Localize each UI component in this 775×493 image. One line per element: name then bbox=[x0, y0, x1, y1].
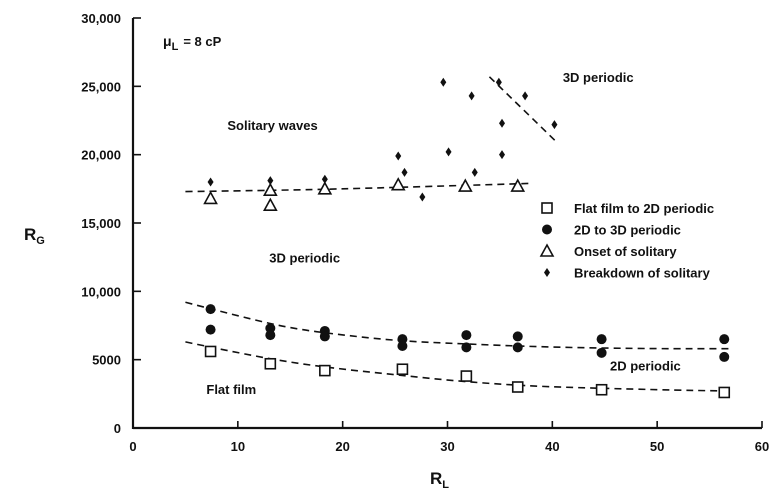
data-point-breakdown-solitary bbox=[395, 151, 402, 161]
data-point-onset-solitary bbox=[390, 177, 406, 191]
y-ticks: 0 5000 10,000 15,000 20,000 25,000 30,000 bbox=[81, 11, 141, 436]
data-point-flat-to-2d bbox=[396, 363, 409, 376]
data-point-flat-to-2d bbox=[319, 364, 331, 377]
data-point-2d-to-3d bbox=[512, 331, 523, 342]
data-point-2d-to-3d bbox=[512, 342, 523, 353]
y-tick-label: 15,000 bbox=[81, 216, 121, 231]
data-point-onset-solitary bbox=[510, 178, 526, 192]
x-tick-label: 60 bbox=[755, 439, 769, 454]
legend-marker-2d-to-3d bbox=[542, 224, 552, 235]
data-point-2d-to-3d bbox=[397, 334, 408, 345]
x-axis-title: RL bbox=[430, 469, 449, 491]
data-point-flat-to-2d bbox=[718, 386, 731, 399]
legend-marker-breakdown-solitary bbox=[544, 268, 550, 277]
y-axis-title-main: R bbox=[24, 225, 36, 244]
data-point-2d-to-3d bbox=[397, 341, 408, 351]
data-point-breakdown-solitary bbox=[267, 176, 274, 186]
y-tick-label: 30,000 bbox=[81, 11, 121, 26]
viscosity-value: = 8 cP bbox=[183, 34, 221, 49]
x-ticks: 0 10 20 30 40 50 60 bbox=[129, 421, 769, 454]
data-points bbox=[203, 77, 731, 399]
region-annotation: Flat film bbox=[206, 382, 256, 397]
data-point-2d-to-3d bbox=[205, 324, 216, 335]
data-point-2d-to-3d bbox=[596, 334, 607, 345]
data-point-2d-to-3d bbox=[719, 351, 730, 362]
legend-marker-flat-to-2d bbox=[541, 202, 553, 214]
data-point-2d-to-3d bbox=[719, 334, 730, 345]
x-axis-title-subscript: L bbox=[442, 479, 449, 491]
data-point-breakdown-solitary bbox=[419, 192, 426, 202]
data-point-breakdown-solitary bbox=[495, 77, 502, 87]
region-annotation: 3D periodic bbox=[563, 70, 634, 85]
region-annotation: 3D periodic bbox=[269, 251, 340, 266]
data-point-breakdown-solitary bbox=[551, 120, 558, 130]
legend-label: Flat film to 2D periodic bbox=[574, 201, 714, 216]
data-point-onset-solitary bbox=[317, 181, 333, 195]
viscosity-symbol: μ bbox=[163, 33, 172, 49]
data-point-2d-to-3d bbox=[265, 330, 276, 341]
legend: Flat film to 2D periodic 2D to 3D periodi… bbox=[539, 201, 714, 281]
x-tick-label: 40 bbox=[545, 439, 559, 454]
y-tick-label: 5000 bbox=[92, 353, 121, 368]
viscosity-subscript: L bbox=[172, 41, 179, 53]
x-tick-label: 10 bbox=[231, 439, 245, 454]
data-point-2d-to-3d bbox=[265, 323, 276, 334]
y-axis-title: RG bbox=[24, 225, 45, 247]
data-point-onset-solitary bbox=[457, 178, 473, 192]
data-point-breakdown-solitary bbox=[401, 167, 408, 177]
data-point-flat-to-2d bbox=[460, 370, 473, 382]
data-point-breakdown-solitary bbox=[207, 177, 214, 187]
region-annotations: Solitary waves 3D periodic 3D periodic 2D p… bbox=[206, 70, 680, 397]
y-tick-label: 25,000 bbox=[81, 79, 121, 94]
data-point-2d-to-3d bbox=[319, 331, 330, 342]
data-point-onset-solitary bbox=[262, 197, 278, 212]
data-point-breakdown-solitary bbox=[499, 150, 506, 160]
data-point-breakdown-solitary bbox=[499, 118, 506, 128]
data-point-breakdown-solitary bbox=[445, 147, 452, 157]
data-point-flat-to-2d bbox=[511, 381, 524, 393]
data-point-2d-to-3d bbox=[596, 347, 607, 358]
data-point-breakdown-solitary bbox=[468, 91, 475, 101]
legend-label: Onset of solitary bbox=[574, 244, 677, 259]
data-point-breakdown-solitary bbox=[440, 77, 447, 87]
legend-marker-onset-solitary bbox=[539, 243, 555, 257]
data-point-2d-to-3d bbox=[461, 342, 472, 353]
data-point-breakdown-solitary bbox=[471, 167, 478, 177]
data-point-onset-solitary bbox=[203, 190, 218, 205]
fit-line bbox=[185, 182, 532, 193]
x-tick-label: 0 bbox=[129, 439, 136, 454]
region-annotation: 2D periodic bbox=[610, 359, 681, 374]
data-point-flat-to-2d bbox=[264, 357, 277, 370]
x-tick-label: 20 bbox=[335, 439, 349, 454]
data-point-breakdown-solitary bbox=[522, 91, 529, 101]
fit-line bbox=[185, 301, 731, 350]
fit-line bbox=[488, 76, 557, 142]
legend-label: 2D to 3D periodic bbox=[574, 223, 681, 238]
data-point-onset-solitary bbox=[262, 182, 278, 196]
x-tick-label: 30 bbox=[440, 439, 454, 454]
y-tick-label: 20,000 bbox=[81, 148, 121, 163]
data-point-flat-to-2d bbox=[595, 383, 608, 396]
y-axis-title-subscript: G bbox=[36, 235, 45, 247]
x-axis-title-main: R bbox=[430, 469, 442, 488]
viscosity-label: μL = 8 cP bbox=[163, 33, 222, 53]
data-point-2d-to-3d bbox=[461, 330, 472, 341]
data-point-breakdown-solitary bbox=[321, 174, 328, 184]
y-tick-label: 10,000 bbox=[81, 284, 121, 299]
x-tick-label: 50 bbox=[650, 439, 664, 454]
data-point-2d-to-3d bbox=[205, 304, 216, 315]
y-tick-label: 0 bbox=[114, 421, 121, 436]
legend-label: Breakdown of solitary bbox=[574, 266, 711, 281]
data-point-flat-to-2d bbox=[204, 345, 217, 358]
region-annotation: Solitary waves bbox=[227, 118, 317, 133]
